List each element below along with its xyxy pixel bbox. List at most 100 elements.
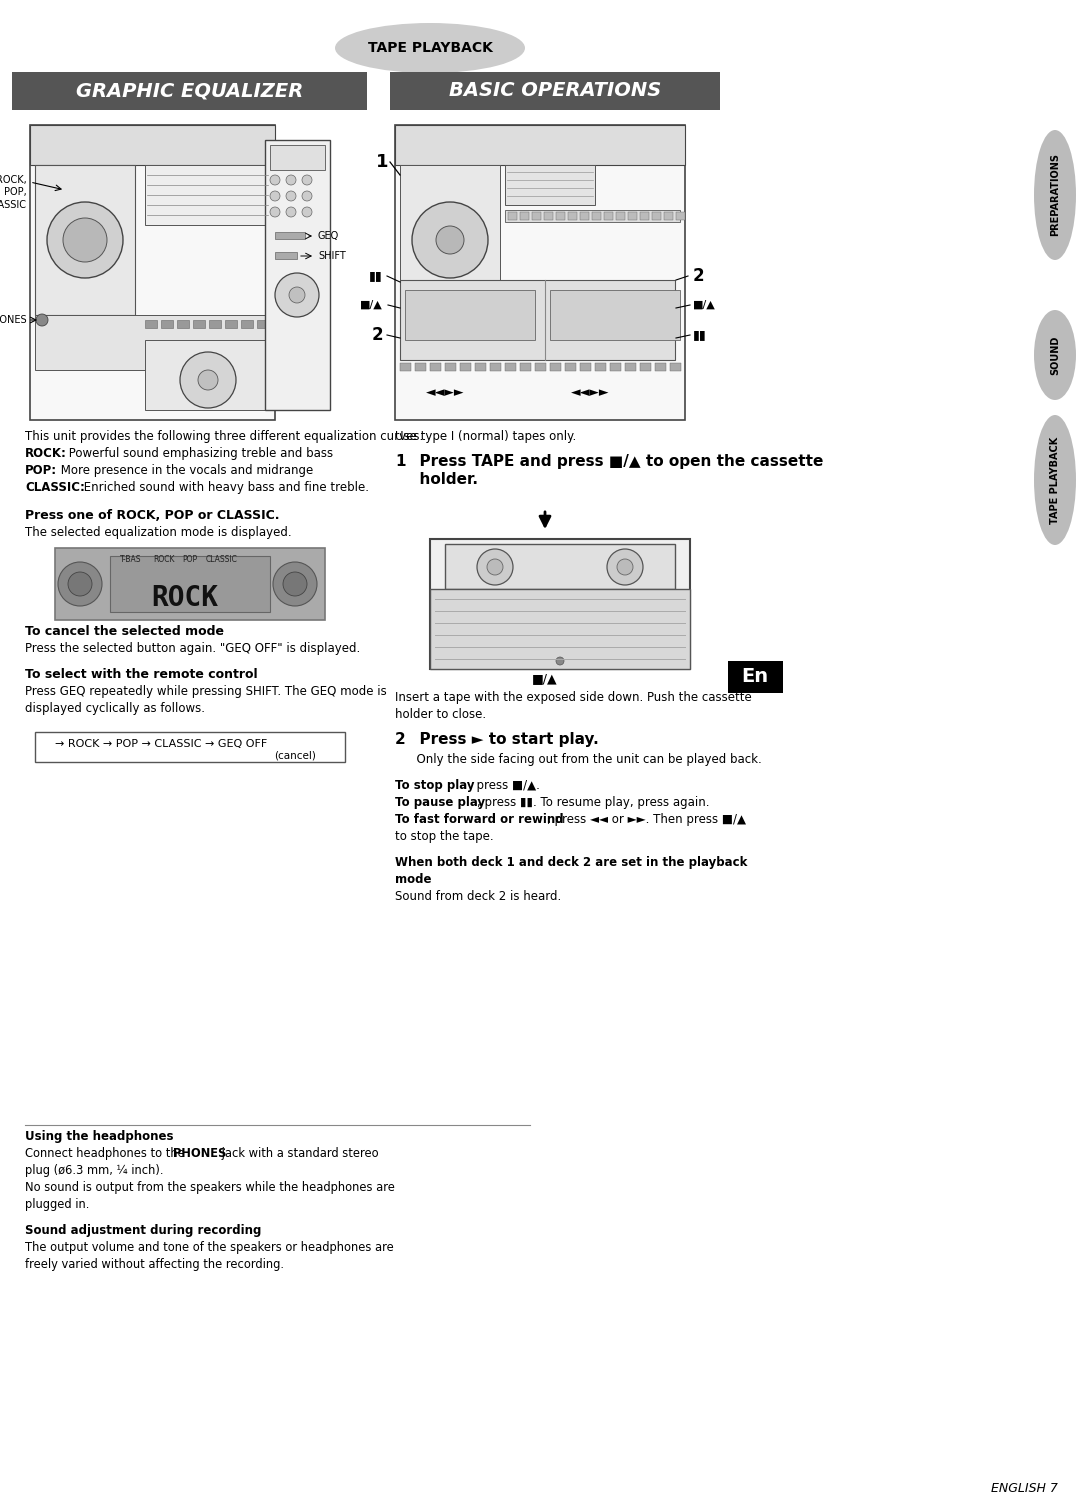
Bar xyxy=(544,212,553,220)
Bar xyxy=(505,166,595,205)
Bar xyxy=(265,140,330,409)
Circle shape xyxy=(275,272,319,318)
Bar xyxy=(400,280,675,360)
Bar xyxy=(490,363,501,372)
Bar xyxy=(676,212,685,220)
Text: plugged in.: plugged in. xyxy=(25,1198,90,1212)
Circle shape xyxy=(270,175,280,185)
Text: To pause play: To pause play xyxy=(395,796,485,810)
Text: Sound adjustment during recording: Sound adjustment during recording xyxy=(25,1224,261,1237)
Text: freely varied without affecting the recording.: freely varied without affecting the reco… xyxy=(25,1258,284,1272)
Text: to stop the tape.: to stop the tape. xyxy=(395,829,494,843)
Circle shape xyxy=(302,191,312,202)
Circle shape xyxy=(180,352,237,408)
Text: PHONES: PHONES xyxy=(173,1147,227,1160)
Bar xyxy=(30,125,275,420)
Text: To cancel the selected mode: To cancel the selected mode xyxy=(25,625,224,638)
Bar xyxy=(400,363,411,372)
Text: jack with a standard stereo: jack with a standard stereo xyxy=(218,1147,379,1160)
Text: displayed cyclically as follows.: displayed cyclically as follows. xyxy=(25,701,205,715)
Bar xyxy=(161,321,173,328)
Text: Powerful sound emphasizing treble and bass: Powerful sound emphasizing treble and ba… xyxy=(65,447,333,461)
Circle shape xyxy=(411,202,488,278)
Text: ◄◄►►: ◄◄►► xyxy=(426,387,464,399)
Text: Press TAPE and press ■/▲ to open the cassette: Press TAPE and press ■/▲ to open the cas… xyxy=(409,455,823,470)
Bar xyxy=(627,212,637,220)
Bar xyxy=(610,363,621,372)
Bar xyxy=(395,125,685,166)
Text: ■/▲: ■/▲ xyxy=(361,299,383,310)
Text: 1: 1 xyxy=(376,154,388,172)
Text: Sound from deck 2 is heard.: Sound from deck 2 is heard. xyxy=(395,889,562,903)
Text: The output volume and tone of the speakers or headphones are: The output volume and tone of the speake… xyxy=(25,1242,394,1254)
Bar xyxy=(177,321,189,328)
Bar xyxy=(535,363,546,372)
Text: CLASSIC:: CLASSIC: xyxy=(25,482,85,494)
Bar xyxy=(654,363,666,372)
Text: When both deck 1 and deck 2 are set in the playback: When both deck 1 and deck 2 are set in t… xyxy=(395,856,747,868)
Bar xyxy=(592,212,600,220)
Bar xyxy=(145,340,270,409)
Text: T-BAS: T-BAS xyxy=(120,555,141,564)
Text: To select with the remote control: To select with the remote control xyxy=(25,668,258,680)
Bar xyxy=(35,731,345,762)
Text: Press the selected button again. "GEQ OFF" is displayed.: Press the selected button again. "GEQ OF… xyxy=(25,643,361,655)
Circle shape xyxy=(36,315,48,327)
Text: ▮▮: ▮▮ xyxy=(369,269,383,283)
Text: , press ◄◄ or ►►. Then press ■/▲: , press ◄◄ or ►►. Then press ■/▲ xyxy=(546,813,746,826)
Text: POP:: POP: xyxy=(25,464,57,477)
Text: Insert a tape with the exposed side down. Push the cassette: Insert a tape with the exposed side down… xyxy=(395,691,752,704)
Bar xyxy=(568,212,577,220)
Bar xyxy=(415,363,426,372)
Circle shape xyxy=(487,558,503,575)
Text: , press ▮▮. To resume play, press again.: , press ▮▮. To resume play, press again. xyxy=(477,796,710,810)
Bar xyxy=(640,363,651,372)
Bar xyxy=(625,363,636,372)
Ellipse shape xyxy=(1034,310,1076,400)
Bar xyxy=(670,363,681,372)
Bar xyxy=(550,363,561,372)
Text: To stop play: To stop play xyxy=(395,780,474,792)
Bar xyxy=(275,232,305,239)
Text: mode: mode xyxy=(395,873,432,886)
Bar xyxy=(580,363,591,372)
Circle shape xyxy=(283,572,307,596)
Text: Press GEQ repeatedly while pressing SHIFT. The GEQ mode is: Press GEQ repeatedly while pressing SHIF… xyxy=(25,685,387,698)
Text: No sound is output from the speakers while the headphones are: No sound is output from the speakers whi… xyxy=(25,1181,395,1193)
Text: ◄◄►►: ◄◄►► xyxy=(570,387,609,399)
Circle shape xyxy=(48,202,123,278)
Text: GEQ: GEQ xyxy=(318,230,339,241)
Text: Connect headphones to the: Connect headphones to the xyxy=(25,1147,188,1160)
Bar xyxy=(210,321,221,328)
Bar xyxy=(35,315,270,370)
Circle shape xyxy=(617,558,633,575)
Text: TAPE PLAYBACK: TAPE PLAYBACK xyxy=(1050,436,1059,524)
Circle shape xyxy=(302,175,312,185)
Text: Press ► to start play.: Press ► to start play. xyxy=(409,731,598,746)
Text: ■/▲: ■/▲ xyxy=(693,299,716,310)
Circle shape xyxy=(286,175,296,185)
Text: BASIC OPERATIONS: BASIC OPERATIONS xyxy=(449,81,661,101)
Text: This unit provides the following three different equalization curves.: This unit provides the following three d… xyxy=(25,430,423,442)
Text: ROCK:: ROCK: xyxy=(25,447,67,461)
Bar xyxy=(505,211,680,223)
Circle shape xyxy=(302,208,312,217)
Text: SOUND: SOUND xyxy=(1050,336,1059,375)
Text: ROCK,
POP,
CLASSIC: ROCK, POP, CLASSIC xyxy=(0,175,27,209)
Bar xyxy=(519,212,529,220)
Circle shape xyxy=(556,658,564,665)
Text: Only the side facing out from the unit can be played back.: Only the side facing out from the unit c… xyxy=(409,752,761,766)
Bar xyxy=(193,321,205,328)
Bar xyxy=(430,539,690,670)
Text: Press one of ROCK, POP or CLASSIC.: Press one of ROCK, POP or CLASSIC. xyxy=(25,509,280,522)
Text: 2: 2 xyxy=(693,266,704,284)
Text: (cancel): (cancel) xyxy=(274,751,316,762)
Bar xyxy=(640,212,649,220)
Bar xyxy=(519,363,531,372)
Bar xyxy=(550,290,680,340)
Bar xyxy=(616,212,625,220)
Bar xyxy=(664,212,673,220)
Bar xyxy=(275,251,297,259)
Text: ■/▲: ■/▲ xyxy=(532,673,557,685)
Text: ENGLISH 7: ENGLISH 7 xyxy=(991,1481,1058,1494)
